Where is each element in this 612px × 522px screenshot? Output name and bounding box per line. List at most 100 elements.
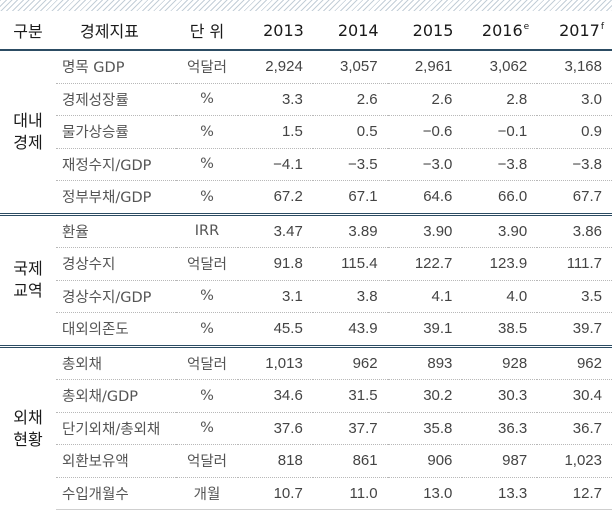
value-cell: 13.3 (462, 476, 538, 510)
value-cell: 2,924 (265, 58, 303, 76)
value-cell: 4.1 (387, 279, 463, 313)
value-cell: 3.90 (387, 212, 463, 248)
value-cell: 37.6 (238, 411, 313, 445)
value-cell: 35.8 (387, 411, 463, 445)
header-indicator: 경제지표 (56, 11, 176, 51)
unit-cell: % (176, 312, 238, 346)
value-cell: 123.9 (462, 247, 538, 280)
value-cell: 3,062 (489, 58, 528, 76)
value-cell: 1,023 (537, 444, 612, 477)
value-cell: 3,057 (340, 58, 378, 76)
value-cell: 893 (387, 344, 463, 380)
value-cell: 3.1 (238, 279, 313, 313)
value-cell: 818 (238, 444, 313, 477)
indicator-name: 총외채 (56, 344, 176, 380)
unit-cell: IRR (176, 212, 238, 248)
unit-cell: % (176, 411, 238, 445)
value-cell: 3.90 (462, 212, 538, 248)
indicator-name: 환율 (56, 212, 176, 248)
year-mark: f (600, 22, 604, 33)
year-label: 2015 (412, 20, 454, 40)
value-cell: 11.0 (312, 476, 388, 510)
header-row: 구분 경제지표 단 위 2013 2014 2015 2016e 2017f (0, 11, 612, 51)
value-cell: 0.9 (537, 115, 612, 148)
economic-indicators-table: 구분 경제지표 단 위 2013 2014 2015 2016e 2017f 대… (0, 11, 612, 510)
table-row: 총외채/GDP% 34.6 31.5 30.2 30.3 30.4 (0, 379, 612, 412)
indicator-name: 단기외채/총외채 (56, 411, 176, 445)
value-cell: 962 (312, 344, 388, 380)
table-row: 단기외채/총외채% 37.6 37.7 35.8 36.3 36.7 (0, 411, 612, 445)
value-cell: −3.8 (537, 147, 612, 181)
unit-cell: % (176, 115, 238, 148)
value-cell: 39.7 (537, 312, 612, 346)
value-cell: 1,013 (238, 344, 313, 380)
year-label: 2017 (559, 20, 600, 40)
value-cell: 43.9 (312, 312, 388, 346)
table-row: 정부부채/GDP% 67.2 67.1 64.6 66.0 67.7 (0, 180, 612, 214)
indicator-name: 경상수지/GDP (56, 279, 176, 313)
group-label-line: 외채 (13, 407, 43, 427)
unit-cell: 억달러 (176, 344, 238, 380)
value-cell: 115.4 (312, 247, 388, 280)
value-cell: 122.7 (387, 247, 463, 280)
indicator-name: 재정수지/GDP (56, 147, 176, 181)
value-cell: 12.7 (537, 476, 612, 510)
value-cell: 2.6 (387, 82, 463, 116)
value-cell: 3.89 (312, 212, 388, 248)
value-cell: 36.7 (537, 411, 612, 445)
value-cell: 38.5 (462, 312, 538, 346)
indicator-name: 경제성장률 (56, 82, 176, 116)
decorative-hatch-band (0, 0, 612, 11)
group-label-line: 국제 (13, 259, 43, 278)
value-cell: 3.0 (537, 82, 612, 116)
section-external-debt: 외채 현황 총외채 억달러 1,013 962 893 928 962 총외채/GDP% 34.6 3… (0, 344, 612, 510)
unit-cell: % (176, 82, 238, 116)
group-label-line: 현황 (13, 429, 43, 449)
table-row: 대외의존도% 45.5 43.9 39.1 38.5 39.7 (0, 312, 612, 346)
value-cell: 67.7 (537, 180, 612, 214)
group-label-line: 대내 (13, 110, 43, 130)
value-cell: 37.7 (312, 411, 388, 445)
unit-cell: % (176, 180, 238, 214)
group-label-line: 경제 (13, 132, 43, 152)
group-label: 국제 교역 (0, 212, 56, 346)
table-row: 국제 교역 환율 IRR 3.47 3.89 3.90 3.90 3.86 (0, 212, 612, 346)
year-label: 2014 (337, 20, 379, 40)
value-cell: 3,168 (564, 58, 602, 76)
table-row: 대내 경제 명목 GDP 억달러 2,924 3,057 2,961 3,062 3,168 (0, 50, 612, 152)
year-mark: e (523, 22, 530, 33)
value-cell: 66.0 (462, 180, 538, 214)
value-cell: 30.4 (537, 379, 612, 412)
header-unit: 단 위 (176, 11, 238, 51)
value-cell: 3.5 (537, 279, 612, 313)
value-cell: 31.5 (312, 379, 388, 412)
group-label: 외채 현황 (0, 344, 56, 510)
indicator-name: 수입개월수 (56, 476, 176, 510)
header-year-2016: 2016e (462, 11, 538, 51)
value-cell: 928 (462, 344, 538, 380)
table-row: 물가상승률% 1.5 0.5 −0.6 −0.1 0.9 (0, 115, 612, 148)
indicator-name: 물가상승률 (56, 115, 176, 148)
table-row: 외환보유액 억달러 818 861 906 987 1,023 (0, 444, 612, 477)
value-cell: 1.5 (238, 115, 313, 148)
value-cell: 91.8 (238, 247, 313, 280)
value-cell: −3.5 (312, 147, 388, 181)
header-year-2015: 2015 (387, 11, 463, 51)
indicator-name: 정부부채/GDP (56, 180, 176, 214)
table-header: 구분 경제지표 단 위 2013 2014 2015 2016e 2017f (0, 11, 612, 51)
value-cell: 111.7 (537, 247, 612, 280)
value-cell: 45.5 (238, 312, 313, 346)
value-cell: 10.7 (238, 476, 313, 510)
value-cell: 962 (537, 344, 612, 380)
value-cell: 34.6 (238, 379, 313, 412)
value-cell: 30.3 (462, 379, 538, 412)
unit-cell: 억달러 (176, 444, 238, 477)
value-cell: 2,961 (414, 58, 453, 76)
group-label: 대내 경제 (0, 50, 56, 214)
indicator-name: 대외의존도 (56, 312, 176, 346)
value-cell: 987 (462, 444, 538, 477)
unit-cell: % (176, 147, 238, 181)
value-cell: 3.47 (238, 212, 313, 248)
value-cell: −4.1 (238, 147, 313, 181)
